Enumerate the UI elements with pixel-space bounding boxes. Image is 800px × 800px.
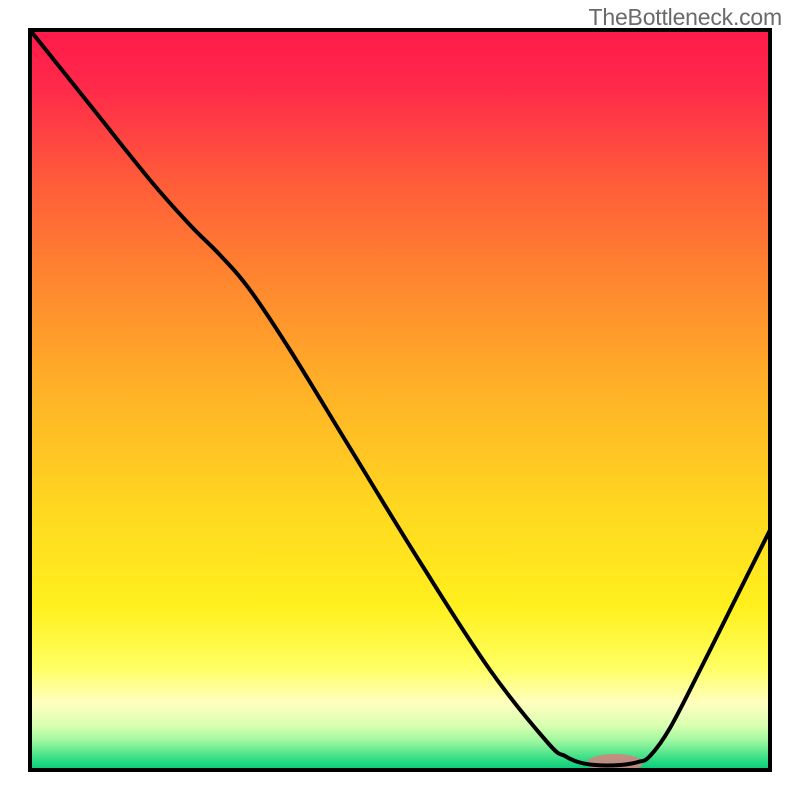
- chart-container: { "watermark": { "text": "TheBottleneck.…: [0, 0, 800, 800]
- bottleneck-chart: [0, 0, 800, 800]
- gradient-background: [30, 30, 770, 770]
- watermark-text: TheBottleneck.com: [589, 4, 782, 31]
